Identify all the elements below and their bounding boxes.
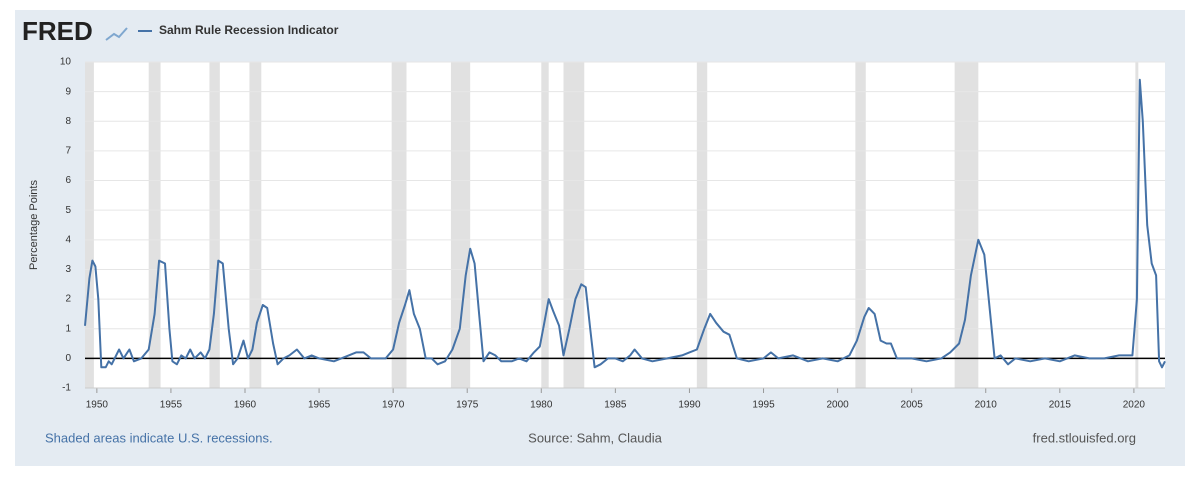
- recession-band: [209, 62, 220, 388]
- y-axis-label: Percentage Points: [28, 180, 40, 270]
- recession-band: [541, 62, 549, 388]
- y-tick-label: 9: [65, 86, 71, 97]
- footer-note: Shaded areas indicate U.S. recessions.: [45, 430, 273, 445]
- y-tick-label: 7: [65, 146, 71, 157]
- series-line: [84, 78, 1166, 369]
- legend-label: Sahm Rule Recession Indicator: [159, 23, 339, 37]
- y-tick-label: -1: [62, 383, 71, 394]
- x-tick-label: 1950: [86, 400, 109, 411]
- y-tick-label: 6: [65, 175, 71, 186]
- x-tick-label: 1985: [604, 400, 627, 411]
- y-tick-label: 4: [65, 234, 71, 245]
- x-tick-label: 1955: [160, 400, 183, 411]
- x-tick-label: 2015: [1049, 400, 1072, 411]
- logo: FRED: [22, 16, 93, 46]
- recession-band: [855, 62, 866, 388]
- x-tick-label: 1970: [382, 400, 405, 411]
- y-tick-label: 0: [65, 353, 71, 364]
- x-tick-label: 1980: [530, 400, 553, 411]
- recession-band: [1135, 62, 1139, 388]
- x-tick-label: 1960: [234, 400, 257, 411]
- recession-band: [696, 62, 708, 388]
- recession-band: [450, 62, 471, 388]
- y-tick-label: 10: [60, 57, 72, 68]
- x-tick-label: 1995: [752, 400, 775, 411]
- recession-band: [249, 62, 262, 388]
- y-tick-label: 2: [65, 294, 71, 305]
- x-tick-label: 1975: [456, 400, 479, 411]
- x-tick-label: 2005: [901, 400, 924, 411]
- recession-band: [954, 62, 979, 388]
- logo-icon: [105, 27, 128, 41]
- footer-source: Source: Sahm, Claudia: [528, 430, 662, 445]
- y-tick-label: 1: [65, 323, 71, 334]
- plot-area: [85, 62, 1165, 388]
- x-tick-label: 1990: [678, 400, 701, 411]
- footer-url: fred.stlouisfed.org: [1033, 430, 1136, 445]
- recession-band: [563, 62, 585, 388]
- x-tick-label: 2000: [826, 400, 849, 411]
- y-tick-label: 3: [65, 264, 71, 275]
- recession-band: [391, 62, 407, 388]
- recession-band: [148, 62, 161, 388]
- x-tick-label: 2020: [1123, 400, 1146, 411]
- x-tick-label: 1965: [308, 400, 331, 411]
- x-tick-label: 2010: [975, 400, 998, 411]
- recession-band: [85, 62, 94, 388]
- y-tick-label: 5: [65, 205, 71, 216]
- y-tick-label: 8: [65, 116, 71, 127]
